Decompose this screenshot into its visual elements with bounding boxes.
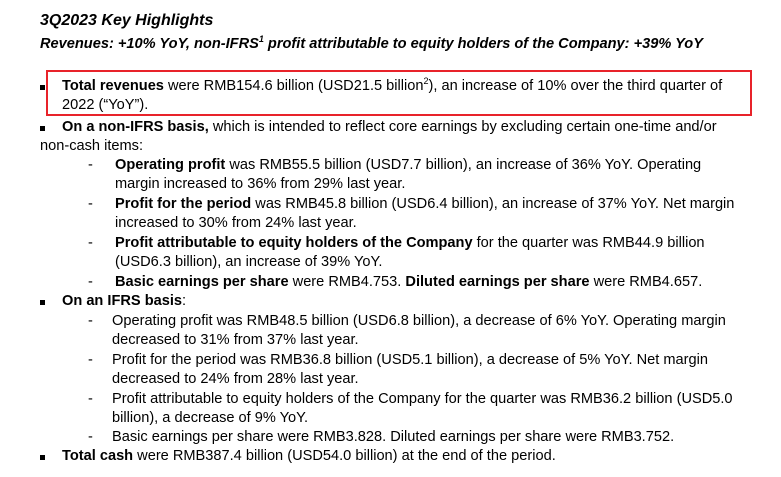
page-subtitle: Revenues: +10% YoY, non-IFRS1 profit att… xyxy=(40,34,703,53)
highlight-box xyxy=(46,70,752,116)
non-ifrs-operating-profit-line-1: Operating profit was RMB55.5 billion (US… xyxy=(115,156,701,175)
dash-marker: - xyxy=(88,352,93,368)
diluted-eps-label: Diluted earnings per share xyxy=(405,274,590,290)
non-ifrs-operating-profit-line-2: margin increased to 36% from 29% last ye… xyxy=(115,176,406,192)
subtitle-text-post: profit attributable to equity holders of… xyxy=(263,36,703,52)
non-ifrs-profit-period-line-1: Profit for the period was RMB45.8 billio… xyxy=(115,195,734,214)
ifrs-profit-period-line-1: Profit for the period was RMB36.8 billio… xyxy=(112,352,708,368)
non-ifrs-profit-attributable-line-2: (USD6.3 billion), an increase of 39% YoY… xyxy=(115,254,383,270)
total-revenues-line-2: 2022 (“YoY”). xyxy=(62,97,149,113)
bullet-icon xyxy=(40,300,45,305)
dash-marker: - xyxy=(88,235,93,251)
total-cash-label: Total cash xyxy=(62,448,134,464)
total-revenues-label: Total revenues xyxy=(62,78,164,94)
total-revenues-line-1: Total revenues were RMB154.6 billion (US… xyxy=(62,77,722,96)
subtitle-text-pre: Revenues: +10% YoY, non-IFRS xyxy=(40,36,259,52)
ifrs-operating-profit-line-2: decreased to 31% from 37% last year. xyxy=(112,332,359,348)
total-revenues-text-2: ), an increase of 10% over the third qua… xyxy=(428,78,723,94)
profit-attributable-label: Profit attributable to equity holders of… xyxy=(115,235,473,251)
ifrs-profit-attributable-line-2: billion), a decrease of 9% YoY. xyxy=(112,410,309,426)
dash-marker: - xyxy=(88,313,93,329)
diluted-eps-text: were RMB4.657. xyxy=(589,274,703,290)
ifrs-text: : xyxy=(182,293,187,309)
ifrs-line-1: On an IFRS basis: xyxy=(62,292,186,311)
ifrs-eps-line: Basic earnings per share were RMB3.828. … xyxy=(112,429,675,445)
dash-marker: - xyxy=(88,196,93,212)
profit-attributable-text: for the quarter was RMB44.9 billion xyxy=(472,235,705,251)
ifrs-profit-attributable-line-1: Profit attributable to equity holders of… xyxy=(112,391,733,407)
dash-marker: - xyxy=(88,274,93,290)
total-revenues-text: were RMB154.6 billion (USD21.5 billion xyxy=(163,78,424,94)
footnote-marker: 2 xyxy=(423,76,429,86)
non-ifrs-eps-line: Basic earnings per share were RMB4.753. … xyxy=(115,273,702,292)
dash-marker: - xyxy=(88,391,93,407)
ifrs-label: On an IFRS basis xyxy=(62,293,183,309)
dash-marker: - xyxy=(88,429,93,445)
profit-period-label: Profit for the period xyxy=(115,196,252,212)
bullet-icon xyxy=(40,85,45,90)
profit-period-text: was RMB45.8 billion (USD6.4 billion), an… xyxy=(251,196,735,212)
subtitle-footnote-marker: 1 xyxy=(258,34,264,44)
operating-profit-label: Operating profit xyxy=(115,157,226,173)
basic-eps-text: were RMB4.753. xyxy=(288,274,406,290)
basic-eps-label: Basic earnings per share xyxy=(115,274,289,290)
non-ifrs-line-2: non-cash items: xyxy=(40,138,144,154)
total-cash-text: were RMB387.4 billion (USD54.0 billion) … xyxy=(133,448,556,464)
non-ifrs-profit-attributable-line-1: Profit attributable to equity holders of… xyxy=(115,234,705,253)
operating-profit-text: was RMB55.5 billion (USD7.7 billion), an… xyxy=(225,157,702,173)
ifrs-profit-period-line-2: decreased to 24% from 28% last year. xyxy=(112,371,359,387)
total-cash-line: Total cash were RMB387.4 billion (USD54.… xyxy=(62,447,556,466)
non-ifrs-profit-period-line-2: increased to 30% from 24% last year. xyxy=(115,215,357,231)
non-ifrs-text: which is intended to reflect core earnin… xyxy=(208,119,717,135)
ifrs-operating-profit-line-1: Operating profit was RMB48.5 billion (US… xyxy=(112,313,726,329)
bullet-icon xyxy=(40,126,45,131)
non-ifrs-label: On a non-IFRS basis, xyxy=(62,119,209,135)
dash-marker: - xyxy=(88,157,93,173)
non-ifrs-line-1: On a non-IFRS basis, which is intended t… xyxy=(62,118,717,137)
bullet-icon xyxy=(40,455,45,460)
page-title: 3Q2023 Key Highlights xyxy=(40,12,214,29)
